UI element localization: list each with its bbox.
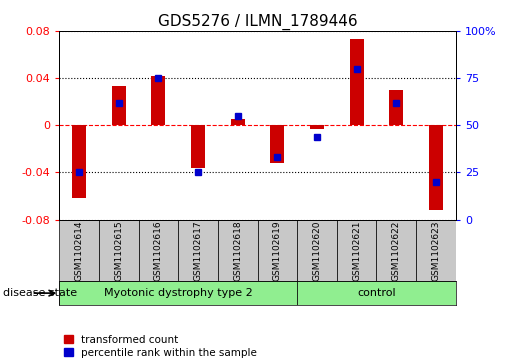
- Bar: [151, 76, 165, 125]
- Bar: [139, 220, 178, 281]
- Bar: [270, 125, 284, 163]
- Bar: [297, 281, 456, 305]
- Text: Myotonic dystrophy type 2: Myotonic dystrophy type 2: [104, 288, 252, 298]
- Bar: [310, 125, 324, 129]
- Text: GSM1102620: GSM1102620: [313, 220, 321, 281]
- Bar: [191, 125, 205, 168]
- Text: GSM1102615: GSM1102615: [114, 220, 123, 281]
- Bar: [350, 39, 364, 125]
- Text: GSM1102614: GSM1102614: [75, 220, 83, 281]
- Title: GDS5276 / ILMN_1789446: GDS5276 / ILMN_1789446: [158, 13, 357, 29]
- Text: GSM1102619: GSM1102619: [273, 220, 282, 281]
- Bar: [376, 220, 416, 281]
- Bar: [112, 86, 126, 125]
- Bar: [231, 119, 245, 125]
- Bar: [99, 220, 139, 281]
- Bar: [218, 220, 258, 281]
- Bar: [389, 90, 403, 125]
- Text: control: control: [357, 288, 396, 298]
- Bar: [297, 220, 337, 281]
- Text: disease state: disease state: [3, 288, 77, 298]
- Text: GSM1102617: GSM1102617: [194, 220, 202, 281]
- Bar: [429, 125, 443, 210]
- Text: GSM1102622: GSM1102622: [392, 220, 401, 281]
- Bar: [258, 220, 297, 281]
- Bar: [178, 220, 218, 281]
- Bar: [337, 220, 376, 281]
- Text: GSM1102621: GSM1102621: [352, 220, 361, 281]
- Bar: [72, 125, 86, 198]
- Bar: [416, 220, 456, 281]
- Legend: transformed count, percentile rank within the sample: transformed count, percentile rank withi…: [64, 335, 257, 358]
- Bar: [59, 281, 297, 305]
- Text: GSM1102623: GSM1102623: [432, 220, 440, 281]
- Text: GSM1102618: GSM1102618: [233, 220, 242, 281]
- Bar: [59, 220, 99, 281]
- Text: GSM1102616: GSM1102616: [154, 220, 163, 281]
